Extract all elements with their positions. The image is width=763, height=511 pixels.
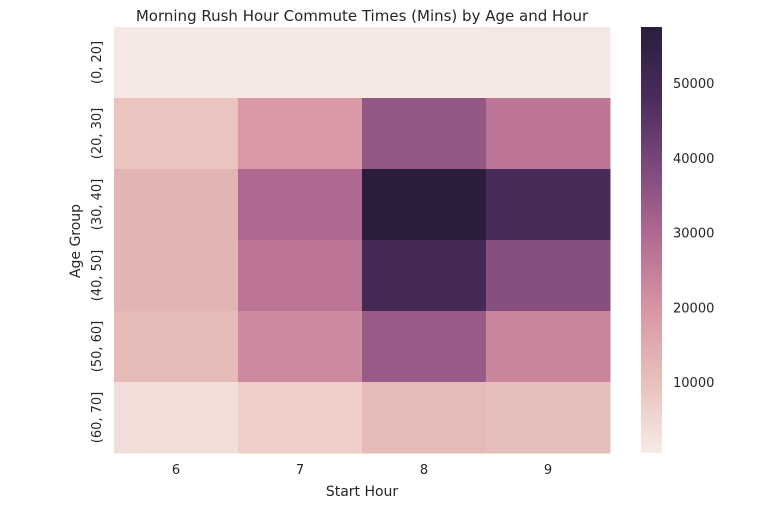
colorbar-tick-label: 30000 bbox=[673, 227, 714, 242]
heatmap-cell bbox=[486, 98, 611, 170]
heatmap-cell bbox=[362, 169, 487, 241]
colorbar-tick-label: 10000 bbox=[673, 376, 714, 391]
colorbar-ticks: 10000 20000 30000 40000 50000 bbox=[673, 77, 714, 391]
y-tick-label: (30, 40] bbox=[90, 179, 105, 231]
x-tick-label: 7 bbox=[296, 463, 304, 478]
heatmap-cell bbox=[486, 311, 611, 383]
heatmap-cell bbox=[362, 240, 487, 312]
heatmap-cell bbox=[238, 98, 363, 170]
chart-title: Morning Rush Hour Commute Times (Mins) b… bbox=[136, 7, 589, 25]
x-tick-label: 9 bbox=[544, 463, 552, 478]
heatmap-cell bbox=[486, 169, 611, 241]
heatmap-cell bbox=[238, 240, 363, 312]
heatmap-cell bbox=[114, 98, 239, 170]
colorbar-tick-label: 40000 bbox=[673, 152, 714, 167]
heatmap-cells bbox=[114, 27, 611, 454]
x-tick-labels: 6 7 8 9 bbox=[172, 463, 552, 478]
heatmap-cell bbox=[486, 27, 611, 99]
y-tick-label: (60, 70] bbox=[90, 392, 105, 444]
y-tick-label: (20, 30] bbox=[90, 108, 105, 160]
colorbar bbox=[641, 27, 662, 453]
heatmap-cell bbox=[362, 98, 487, 170]
x-tick-label: 6 bbox=[172, 463, 180, 478]
heatmap-cell bbox=[114, 311, 239, 383]
x-tick-label: 8 bbox=[420, 463, 428, 478]
y-tick-labels: (0, 20] (20, 30] (30, 40] (40, 50] (50, 60] (… bbox=[90, 41, 105, 443]
y-tick-label: (0, 20] bbox=[90, 41, 105, 84]
y-tick-label: (50, 60] bbox=[90, 321, 105, 373]
heatmap-cell bbox=[238, 311, 363, 383]
colorbar-tick-label: 50000 bbox=[673, 77, 714, 92]
heatmap-cell bbox=[114, 169, 239, 241]
y-axis-label: Age Group bbox=[68, 204, 84, 278]
heatmap-cell bbox=[362, 27, 487, 99]
heatmap-cell bbox=[114, 27, 239, 99]
heatmap-cell bbox=[362, 382, 487, 454]
heatmap-cell bbox=[362, 311, 487, 383]
x-axis-label: Start Hour bbox=[326, 484, 399, 500]
heatmap-cell bbox=[114, 240, 239, 312]
y-tick-label: (40, 50] bbox=[90, 250, 105, 302]
heatmap-cell bbox=[238, 169, 363, 241]
heatmap-cell bbox=[114, 382, 239, 454]
colorbar-tick-label: 20000 bbox=[673, 301, 714, 316]
heatmap-cell bbox=[486, 382, 611, 454]
heatmap-cell bbox=[238, 27, 363, 99]
heatmap-cell bbox=[486, 240, 611, 312]
heatmap-cell bbox=[238, 382, 363, 454]
